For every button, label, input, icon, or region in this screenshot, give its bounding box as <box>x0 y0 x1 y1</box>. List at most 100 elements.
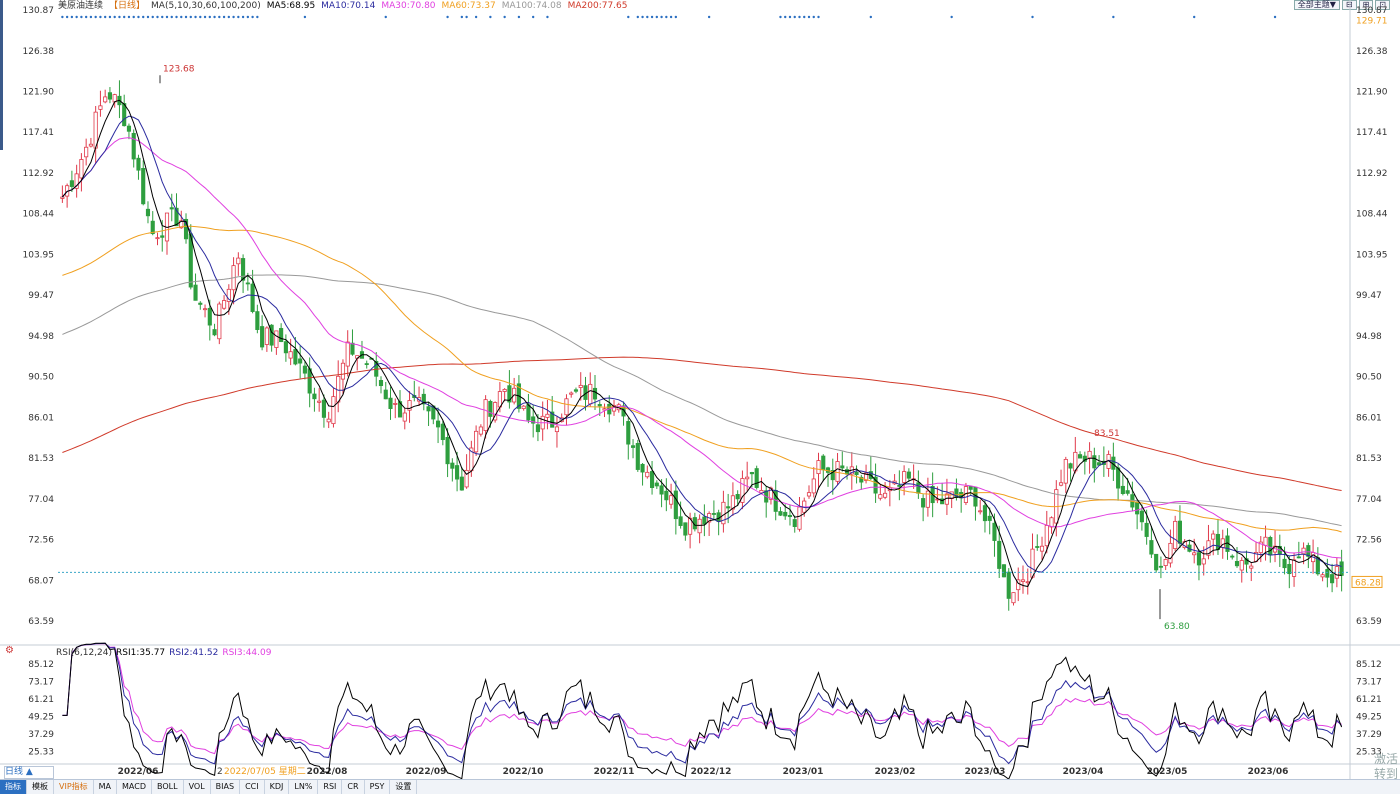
candle-down <box>1268 537 1273 556</box>
candle-up <box>578 384 583 388</box>
price-tick-left: 121.90 <box>23 87 55 97</box>
rsi-tick-right: 85.12 <box>1356 660 1382 670</box>
time-tick: 2023/04 <box>1063 767 1104 777</box>
candle-up <box>274 330 279 348</box>
time-tick: 2022/12 <box>691 767 732 777</box>
candle-up <box>759 490 764 494</box>
tab-kdj[interactable]: KDJ <box>265 780 290 794</box>
candle-down <box>1006 571 1011 599</box>
tab-templates[interactable]: 模板 <box>27 780 54 794</box>
candle-down <box>445 436 450 465</box>
tab-vol[interactable]: VOL <box>184 780 211 794</box>
signal-dot <box>1031 15 1034 19</box>
candle-up <box>697 518 702 534</box>
candle-down <box>1116 467 1121 489</box>
right-top-label: 129.71 <box>1356 17 1388 27</box>
candle-down <box>531 416 536 424</box>
signal-dot <box>123 15 126 19</box>
candle-up <box>878 494 883 499</box>
candle-up <box>1301 547 1306 555</box>
candle-down <box>982 505 988 522</box>
price-tick-right: 81.53 <box>1356 454 1382 464</box>
signal-dot <box>103 15 107 19</box>
ma-settings-label[interactable]: MA(5,10,30,60,100,200) <box>151 1 261 11</box>
signal-dot <box>446 15 449 19</box>
signal-dot <box>199 15 202 19</box>
candle-up <box>730 495 735 510</box>
rsi-tick-left: 85.12 <box>28 660 54 670</box>
candle-down <box>193 284 198 301</box>
layout-button-2[interactable]: ⊞ <box>1358 0 1374 10</box>
candle-down <box>1244 558 1249 565</box>
candle-down <box>507 385 512 403</box>
signal-dot <box>218 15 221 19</box>
tab-boll[interactable]: BOLL <box>152 780 184 794</box>
theme-dropdown[interactable]: 全部主题▼ <box>1293 0 1340 10</box>
candle-up <box>745 476 750 480</box>
layout-button-1[interactable]: ⊟ <box>1341 0 1357 10</box>
candle-down <box>678 516 683 526</box>
tab-psy[interactable]: PSY <box>365 780 391 794</box>
ma10-line <box>62 115 1342 573</box>
signal-dot <box>803 15 806 19</box>
tab-indicators[interactable]: 指标 <box>0 780 27 794</box>
tab-vip-indicators[interactable]: VIP指标 <box>54 780 94 794</box>
candle-down <box>873 476 878 494</box>
candle-down <box>997 540 1002 569</box>
tab-macd[interactable]: MACD <box>117 780 153 794</box>
signal-dot <box>108 15 112 19</box>
signal-dot <box>707 15 711 19</box>
tab-cr[interactable]: CR <box>342 780 365 794</box>
candle-down <box>1234 560 1240 567</box>
price-tick-right: 63.59 <box>1356 617 1382 627</box>
tab-bias[interactable]: BIAS <box>211 780 241 794</box>
left-window-edge <box>0 0 3 150</box>
candle-up <box>79 159 84 179</box>
signal-dot <box>75 15 78 19</box>
ma30-line <box>62 137 1342 559</box>
candle-down <box>987 515 992 521</box>
tab-settings[interactable]: 设置 <box>390 780 418 794</box>
candle-down <box>383 389 388 400</box>
time-tick: 2023/05 <box>1147 767 1188 777</box>
candle-up <box>60 196 65 199</box>
signal-dot <box>665 15 668 19</box>
signal-dot <box>65 15 69 19</box>
candle-down <box>787 515 793 518</box>
settings-gear-icon[interactable]: ⚙ <box>5 645 14 656</box>
rsi-legend: RSI(6,12,24) RSI1:35.77 RSI2:41.52 RSI3:44.… <box>56 648 275 658</box>
time-tick: 2022/10 <box>503 767 544 777</box>
signal-dot <box>213 15 216 19</box>
signal-dot <box>61 15 64 19</box>
candle-up <box>588 383 593 405</box>
tab-cci[interactable]: CCI <box>240 780 265 794</box>
price-tick-right: 112.92 <box>1356 169 1388 179</box>
candle-down <box>650 471 655 488</box>
candle-down <box>711 513 716 515</box>
candle-down <box>450 462 455 469</box>
candle-down <box>122 103 127 127</box>
signal-dot <box>641 15 644 19</box>
candle-up <box>883 492 888 498</box>
candle-down <box>269 324 274 346</box>
watermark-line-1: 激活 <box>1373 752 1398 766</box>
layout-button-3[interactable]: ⊡ <box>1375 0 1390 10</box>
rsi3-line <box>62 643 1342 755</box>
signal-dot <box>127 15 131 19</box>
signal-dot <box>227 15 231 19</box>
ma30-value: MA30:70.80 <box>381 1 436 11</box>
candle-down <box>1092 455 1097 469</box>
instrument-title: 美原油连续 <box>58 1 104 11</box>
signal-dot <box>118 15 121 19</box>
tab-rsi[interactable]: RSI <box>318 780 343 794</box>
candle-down <box>459 476 464 491</box>
ma60-value: MA60:73.37 <box>441 1 496 11</box>
tab-ma[interactable]: MA <box>94 780 118 794</box>
candle-down <box>783 511 788 517</box>
candle-down <box>630 445 636 448</box>
price-tick-left: 63.59 <box>28 617 54 627</box>
high-annotation: 123.68 <box>163 64 195 74</box>
tab-ln[interactable]: LN% <box>289 780 319 794</box>
period-button[interactable]: 日线 ▲ <box>4 766 54 779</box>
